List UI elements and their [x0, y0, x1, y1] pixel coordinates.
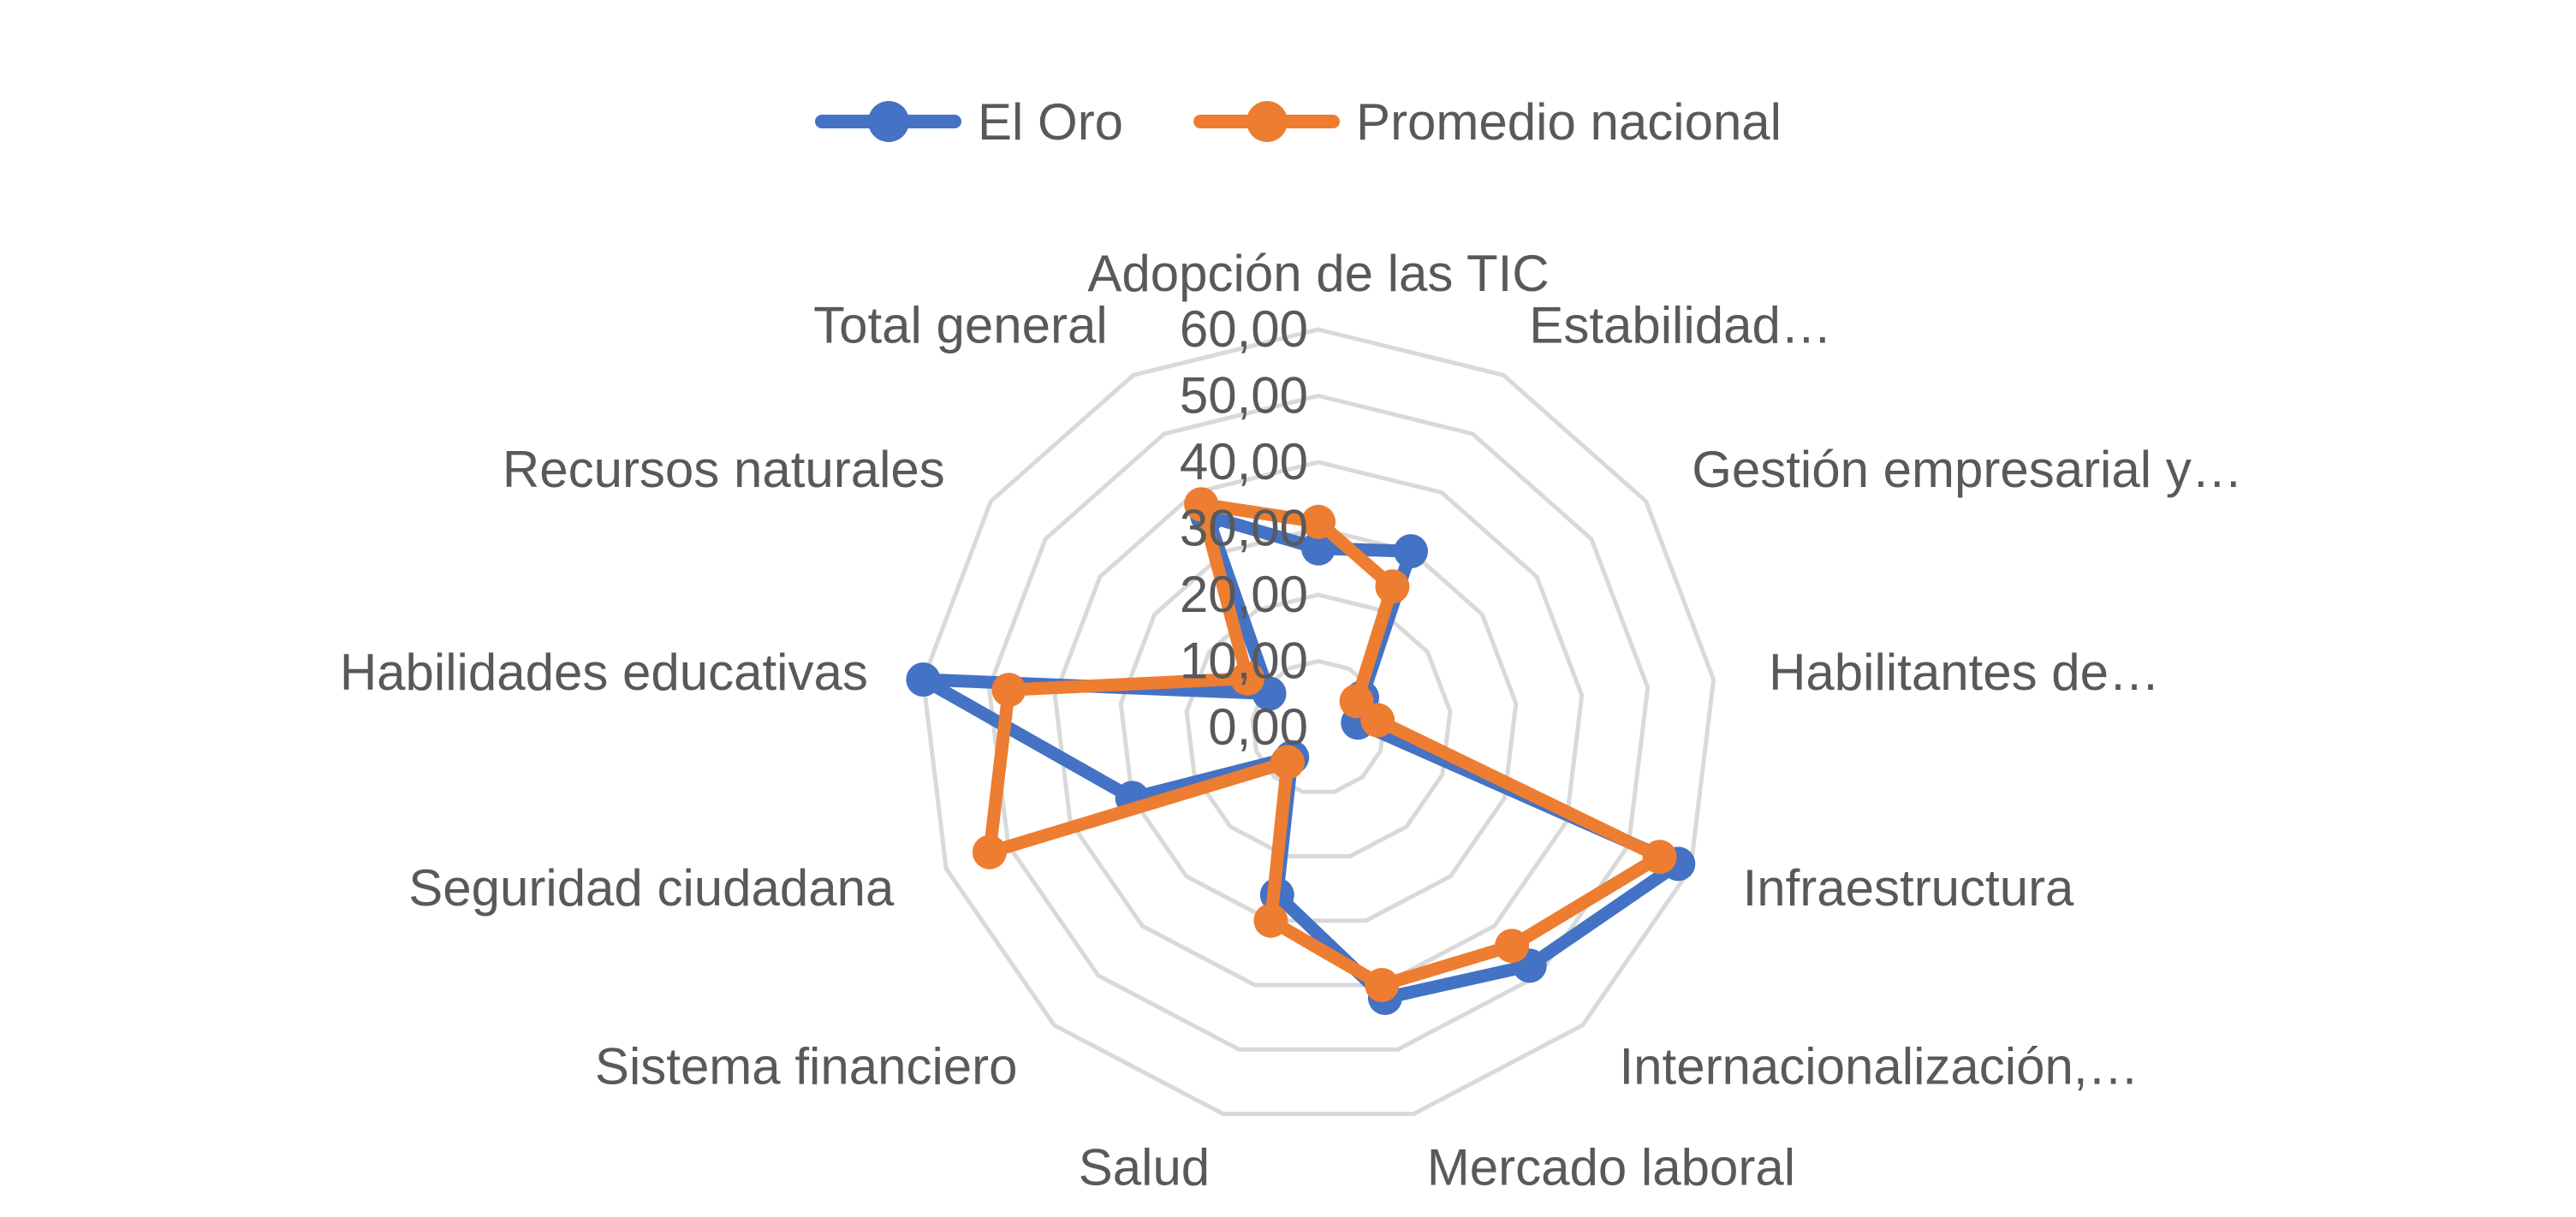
legend-swatch-marker-1 [1246, 101, 1288, 142]
series-1-point-0 [1301, 504, 1336, 539]
series-1-point-3 [1360, 703, 1395, 738]
category-label-5: Internacionalización,… [1620, 1038, 2139, 1095]
r-tick-label-6: 60,00 [1180, 300, 1308, 358]
series-1-point-9 [972, 834, 1007, 870]
category-label-3: Habilitantes de… [1769, 644, 2160, 701]
series-line-1 [983, 497, 1667, 992]
category-label-6: Mercado laboral [1427, 1139, 1795, 1196]
series-1-point-5 [1495, 929, 1530, 964]
category-label-4: Infraestructura [1743, 859, 2074, 917]
series-0-point-10 [906, 662, 941, 697]
r-tick-label-5: 50,00 [1180, 367, 1308, 424]
radar-series [906, 487, 1696, 1015]
category-label-1: Estabilidad… [1529, 297, 1832, 354]
series-1-point-11 [1230, 661, 1265, 696]
r-tick-label-2: 20,00 [1180, 566, 1308, 623]
legend-label-1: Promedio nacional [1356, 93, 1782, 151]
category-label-8: Sistema financiero [595, 1038, 1018, 1095]
r-tick-label-3: 30,00 [1180, 500, 1308, 557]
legend-item-1: Promedio nacional [1193, 93, 1782, 151]
grid-ring-4 [1052, 460, 1585, 988]
legend: El Oro Promedio nacional [815, 93, 1782, 151]
category-label-12: Total general [813, 297, 1108, 354]
r-tick-label-4: 40,00 [1180, 433, 1308, 490]
series-1-point-4 [1642, 840, 1677, 875]
r-tick-label-0: 0,00 [1208, 698, 1308, 756]
radar-grid [920, 327, 1716, 1116]
grid-ring-5 [986, 393, 1651, 1052]
grid-ring-2 [1184, 592, 1453, 858]
grid-ring-3 [1118, 525, 1519, 923]
series-1-point-10 [991, 673, 1026, 708]
series-1-point-12 [1184, 487, 1219, 522]
category-label-7: Salud [1079, 1139, 1210, 1196]
grid-ring-6 [920, 327, 1716, 1116]
category-label-9: Seguridad ciudadana [408, 859, 895, 917]
radial-tick-labels: 0,00 10,00 20,00 30,00 40,00 50,00 60,00 [1180, 300, 1308, 756]
category-label-10: Habilidades educativas [340, 644, 868, 701]
series-0-point-0 [1301, 531, 1336, 566]
legend-swatch-marker-0 [868, 101, 909, 142]
series-1-point-6 [1365, 968, 1400, 1002]
series-1-point-8 [1270, 745, 1305, 780]
category-label-0: Adopción de las TIC [1087, 245, 1549, 302]
series-1-point-7 [1253, 903, 1288, 938]
category-label-11: Recursos naturales [503, 441, 945, 498]
category-label-2: Gestión empresarial y… [1692, 441, 2243, 498]
r-tick-label-1: 10,00 [1180, 632, 1308, 690]
series-1 [972, 487, 1677, 1002]
series-0-point-1 [1394, 534, 1428, 569]
legend-item-0: El Oro [815, 93, 1123, 151]
series-1-point-1 [1375, 569, 1410, 604]
legend-label-0: El Oro [978, 93, 1123, 151]
